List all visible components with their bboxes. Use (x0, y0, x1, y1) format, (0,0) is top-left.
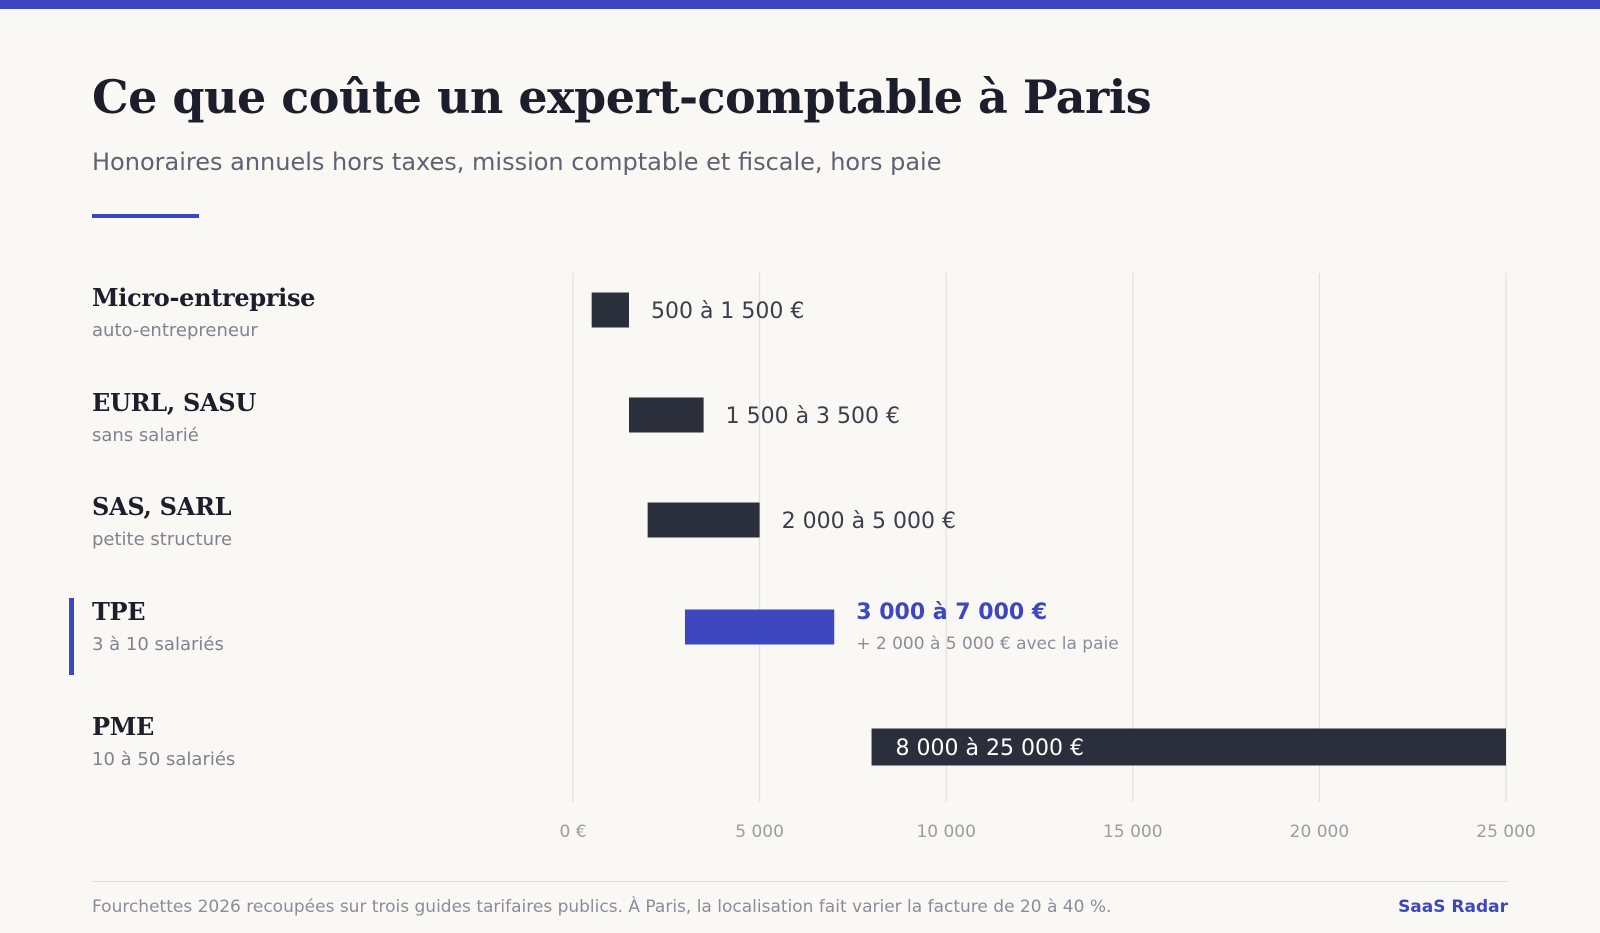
row-subtitle: 10 à 50 salariés (92, 749, 236, 770)
x-tick-label: 10 000 (916, 822, 975, 842)
row-name: TPE (92, 597, 146, 626)
x-tick-label: 20 000 (1290, 822, 1349, 842)
row-subtitle: 3 à 10 salariés (92, 634, 224, 655)
range-bar (871, 728, 1506, 766)
brand-logo-text[interactable]: SaaS Radar (1398, 897, 1508, 917)
data-label: 2 000 à 5 000 € (782, 509, 956, 534)
x-tick-label: 5 000 (735, 822, 784, 842)
x-tick-label: 0 € (559, 822, 586, 842)
data-label: 500 à 1 500 € (651, 299, 804, 324)
range-bar (628, 397, 704, 433)
row-name: EURL, SASU (92, 388, 256, 417)
data-label: 1 500 à 3 500 € (726, 404, 900, 429)
highlight-marker (69, 598, 74, 675)
title-underline (92, 214, 199, 218)
row-subtitle: sans salarié (92, 425, 199, 446)
range-bar (684, 609, 835, 645)
chart-title: Ce que coûte un expert-comptable à Paris (92, 70, 1152, 124)
range-bar (591, 292, 629, 328)
x-tick-label: 15 000 (1103, 822, 1162, 842)
row-name: SAS, SARL (92, 492, 232, 521)
x-tick-label: 25 000 (1476, 822, 1535, 842)
data-label: 8 000 à 25 000 € (896, 736, 1084, 761)
row-label-sas-sarl: SAS, SARL petite structure (92, 492, 232, 550)
row-name: Micro-entreprise (92, 283, 316, 312)
data-label: 3 000 à 7 000 € (856, 600, 1047, 625)
row-label-tpe: TPE 3 à 10 salariés (92, 597, 224, 655)
row-subtitle: auto-entrepreneur (92, 320, 258, 341)
row-label-micro-entreprise: Micro-entreprise auto-entrepreneur (92, 283, 315, 341)
row-label-pme: PME 10 à 50 salariés (92, 712, 235, 770)
data-note: + 2 000 à 5 000 € avec la paie (856, 634, 1118, 654)
range-bar (647, 502, 760, 538)
row-name: PME (92, 712, 155, 741)
footer-divider (92, 881, 1508, 882)
row-label-eurl-sasu: EURL, SASU sans salarié (92, 388, 256, 446)
row-subtitle: petite structure (92, 529, 233, 550)
footnote: Fourchettes 2026 recoupées sur trois gui… (92, 897, 1112, 917)
chart-subtitle: Honoraires annuels hors taxes, mission c… (92, 148, 942, 176)
top-accent-bar (0, 0, 1600, 9)
